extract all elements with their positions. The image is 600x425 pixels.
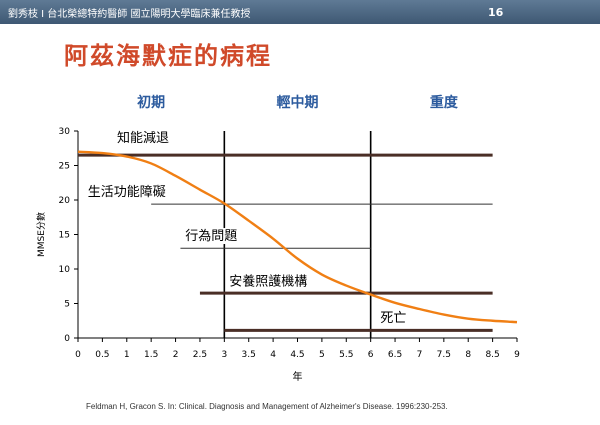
citation: Feldman H, Gracon S. In: Clinical. Diagn… bbox=[86, 402, 448, 411]
x-tick-label: 2.5 bbox=[193, 350, 207, 360]
x-tick-label: 5 bbox=[319, 350, 325, 360]
page-number: 16 bbox=[488, 6, 504, 19]
milestone-label: 行為問題 bbox=[185, 228, 237, 244]
milestone-label: 生活功能障礙 bbox=[88, 185, 166, 200]
phase-label: 初期 bbox=[137, 94, 165, 111]
x-tick-label: 2 bbox=[173, 350, 179, 360]
x-tick-label: 7 bbox=[417, 350, 423, 360]
x-axis-title: 年 bbox=[293, 370, 303, 383]
y-tick-label: 5 bbox=[64, 300, 70, 310]
x-tick-label: 8 bbox=[465, 350, 471, 360]
milestone-label: 安養照護機構 bbox=[229, 274, 307, 290]
phase-label: 輕中期 bbox=[277, 94, 319, 111]
y-tick-label: 15 bbox=[59, 231, 70, 241]
mmse-curve-line bbox=[77, 150, 518, 324]
x-tick-label: 4 bbox=[270, 350, 276, 360]
x-tick-label: 7.5 bbox=[437, 350, 451, 360]
x-tick-label: 9 bbox=[514, 350, 520, 360]
y-tick-label: 25 bbox=[59, 162, 70, 172]
x-tick-label: 3.5 bbox=[242, 350, 256, 360]
y-axis-title: MMSE分數 bbox=[35, 212, 47, 257]
y-tick-label: 0 bbox=[64, 334, 70, 344]
milestone-label-backing bbox=[183, 228, 240, 245]
phase-label: 重度 bbox=[430, 94, 459, 111]
x-tick-label: 5.5 bbox=[339, 350, 353, 360]
x-tick-label: 1.5 bbox=[144, 350, 158, 360]
x-tick-label: 6.5 bbox=[388, 350, 402, 360]
x-tick-label: 3 bbox=[221, 350, 227, 360]
x-tick-label: 8.5 bbox=[485, 350, 499, 360]
milestone-label: 死亡 bbox=[380, 311, 406, 326]
milestone-label: 知能減退 bbox=[117, 130, 169, 146]
x-tick-label: 6 bbox=[368, 350, 374, 360]
milestone-label-backing bbox=[85, 184, 168, 200]
x-tick-label: 4.5 bbox=[290, 350, 304, 360]
y-tick-label: 10 bbox=[59, 265, 71, 275]
header-bar: 劉秀枝 I 台北榮總特約醫師 國立陽明大學臨床兼任教授 16 bbox=[0, 0, 600, 24]
x-tick-label: 0 bbox=[75, 350, 81, 360]
milestone-label-backing bbox=[227, 273, 310, 290]
milestone-label-backing bbox=[378, 311, 409, 327]
x-tick-label: 1 bbox=[124, 350, 130, 360]
milestone-label-backing bbox=[115, 130, 172, 147]
y-tick-label: 30 bbox=[59, 127, 71, 137]
x-tick-label: 0.5 bbox=[95, 350, 109, 360]
y-tick-label: 20 bbox=[59, 196, 71, 206]
slide-title: 阿茲海默症的病程 bbox=[64, 42, 272, 70]
author-affiliation: 劉秀枝 I 台北榮總特約醫師 國立陽明大學臨床兼任教授 bbox=[8, 9, 251, 20]
